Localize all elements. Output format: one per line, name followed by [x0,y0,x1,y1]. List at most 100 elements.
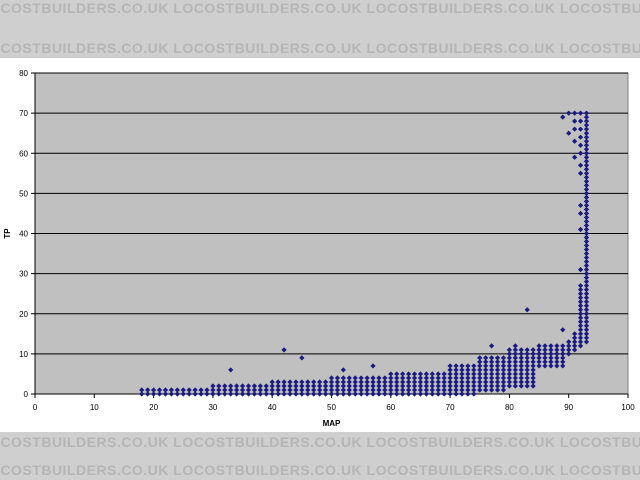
x-tick-label: 10 [90,403,99,412]
data-point [583,182,590,188]
data-point [370,375,376,381]
data-point [405,387,412,393]
data-point [483,371,489,377]
data-point [340,387,346,393]
data-point [506,351,512,357]
data-point [435,387,441,393]
data-point [245,391,252,397]
x-tick-label: 50 [327,403,336,412]
data-point [311,391,317,397]
data-point [352,387,358,393]
data-point [548,343,554,349]
data-point [566,130,572,136]
y-tick-label: 40 [19,230,28,239]
data-point [483,379,489,385]
data-point [417,371,424,377]
data-point [483,375,489,381]
data-point [577,267,584,273]
data-point [447,375,453,381]
data-point [560,114,566,120]
data-point [417,375,424,381]
data-point [577,307,584,313]
data-point [269,383,275,389]
data-point [275,383,281,389]
data-point [483,367,489,373]
watermark-text: LOCOSTBUILDERS.CO.UK LOCOSTBUILDERS.CO.U… [0,0,640,16]
data-point [477,367,483,373]
data-point [524,367,530,373]
data-point [536,363,542,369]
data-point [518,363,524,369]
data-point [459,379,465,385]
data-point [322,387,329,393]
data-point [358,391,364,397]
data-point [287,379,293,385]
data-point [500,375,507,381]
data-point [156,391,163,397]
data-point [328,391,335,397]
data-point [151,391,157,397]
data-point [500,355,507,361]
data-point [583,238,590,245]
data-point [376,379,382,385]
data-point [346,383,352,389]
data-point [583,323,590,329]
data-point [583,114,590,120]
data-point [234,391,240,397]
data-point [435,371,441,377]
data-point [447,363,453,369]
data-point [583,287,590,293]
data-point [512,371,518,377]
data-point [524,363,530,369]
data-point [512,375,518,381]
data-point [577,339,584,345]
data-point [489,355,495,361]
data-point [447,383,453,389]
data-point [245,383,252,389]
data-point [429,375,435,381]
data-point [139,387,145,393]
data-point [583,246,590,253]
watermark-banner-top: LOCOSTBUILDERS.CO.UK LOCOSTBUILDERS.CO.U… [0,0,640,58]
data-point [572,347,578,353]
data-point [542,351,548,357]
data-point [423,387,429,393]
data-point [239,387,246,393]
x-tick-label: 90 [564,403,573,412]
data-point [465,367,471,373]
data-point [572,118,578,124]
data-point [441,379,447,385]
data-point [583,158,590,164]
data-point [512,343,518,349]
data-point [583,327,590,333]
data-point [388,379,394,385]
data-point [376,387,382,393]
data-point [583,222,590,229]
data-point [204,387,210,393]
data-point [583,335,590,341]
data-point [394,371,400,377]
data-point [447,371,453,377]
data-point [441,371,447,377]
data-point [334,383,341,389]
data-point [400,371,406,377]
data-point [328,387,335,393]
data-point [530,371,536,377]
data-point [494,367,501,373]
data-point [394,375,400,381]
data-point [583,186,590,192]
data-point [530,355,536,361]
data-point [530,379,536,385]
data-point [411,371,418,377]
data-point [429,387,435,393]
watermark-banner-bottom: LOCOSTBUILDERS.CO.UK LOCOSTBUILDERS.CO.U… [0,432,640,480]
data-point [471,363,477,369]
data-point [340,367,346,373]
data-point [257,383,263,389]
data-point [554,343,560,349]
data-point [317,379,323,385]
data-point [512,363,518,369]
data-point [263,391,269,397]
data-point [548,359,554,365]
data-point [500,379,507,385]
